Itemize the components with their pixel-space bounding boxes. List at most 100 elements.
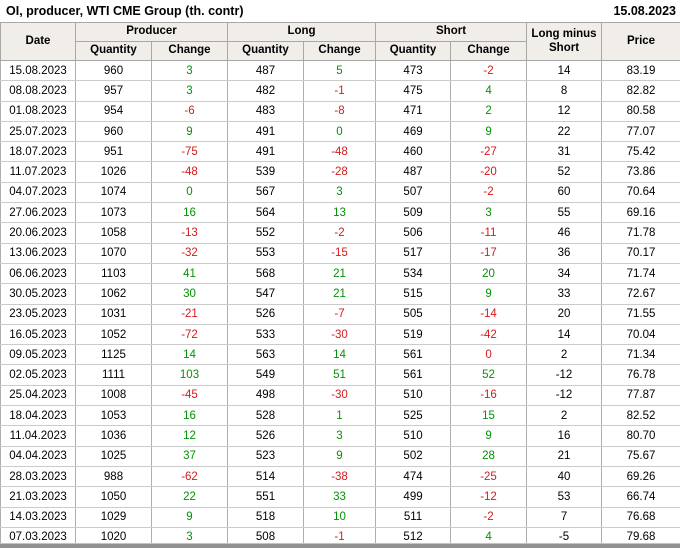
- cell-short-quantity: 506: [375, 222, 452, 244]
- cell-long-minus-short: 2: [526, 405, 603, 427]
- cell-producer-change: 9: [151, 120, 228, 143]
- cell-short-change: 3: [450, 202, 528, 224]
- cell-price: 70.04: [601, 323, 680, 346]
- header-long-minus-short: Long minus Short: [526, 22, 603, 61]
- cell-producer-quantity: 1053: [75, 405, 152, 427]
- table-row: 18.07.2023 951 -75 491 -48 460 -27 31 75.42: [0, 141, 680, 163]
- cell-long-quantity: 564: [227, 202, 304, 224]
- cell-short-change: -42: [450, 323, 528, 346]
- cell-producer-change: -6: [151, 100, 228, 122]
- cell-date: 20.06.2023: [0, 222, 76, 244]
- cell-producer-quantity: 1103: [75, 262, 152, 285]
- table-row: 23.05.2023 1031 -21 526 -7 505 -14 20 71.55: [0, 303, 680, 325]
- cell-price: 71.74: [601, 262, 680, 285]
- cell-date: 01.08.2023: [0, 100, 76, 122]
- table-row: 06.06.2023 1103 41 568 21 534 20 34 71.74: [0, 262, 680, 285]
- cell-long-minus-short: -12: [526, 364, 603, 386]
- header-date: Date: [0, 22, 76, 61]
- cell-long-minus-short: 36: [526, 242, 603, 264]
- table-row: 27.06.2023 1073 16 564 13 509 3 55 69.16: [0, 202, 680, 224]
- header-short-quantity: Quantity: [375, 41, 452, 61]
- cell-producer-change: -45: [151, 384, 228, 407]
- cell-producer-quantity: 1074: [75, 181, 152, 204]
- cell-long-quantity: 547: [227, 283, 304, 305]
- cell-short-quantity: 469: [375, 120, 452, 143]
- header-short-change: Change: [450, 41, 528, 61]
- cell-producer-change: 16: [151, 405, 228, 427]
- cell-short-quantity: 475: [375, 80, 452, 102]
- cell-long-quantity: 533: [227, 323, 304, 346]
- cell-short-change: 2: [450, 100, 528, 122]
- cell-short-change: -27: [450, 141, 528, 163]
- cell-long-quantity: 526: [227, 425, 304, 447]
- cell-long-minus-short: 12: [526, 100, 603, 122]
- cell-short-quantity: 511: [375, 506, 452, 528]
- cell-long-change: -28: [302, 161, 377, 183]
- cell-short-quantity: 473: [375, 59, 452, 82]
- cell-producer-quantity: 1008: [75, 384, 152, 407]
- cell-producer-quantity: 951: [75, 141, 152, 163]
- cell-long-change: 1: [302, 405, 377, 427]
- cell-date: 18.04.2023: [0, 405, 76, 427]
- cell-short-change: 9: [450, 283, 528, 305]
- cell-long-change: 21: [302, 262, 377, 285]
- cell-short-quantity: 517: [375, 242, 452, 264]
- cell-price: 76.68: [601, 506, 680, 528]
- cell-long-minus-short: 52: [526, 161, 603, 183]
- cell-price: 69.16: [601, 202, 680, 224]
- cell-producer-change: -72: [151, 323, 228, 346]
- cell-short-change: -12: [450, 486, 528, 508]
- cell-short-quantity: 499: [375, 486, 452, 508]
- cell-short-change: -11: [450, 222, 528, 244]
- cell-date: 25.07.2023: [0, 120, 76, 143]
- cell-long-minus-short: 60: [526, 181, 603, 204]
- table-row: 11.04.2023 1036 12 526 3 510 9 16 80.70: [0, 425, 680, 447]
- cell-long-minus-short: 20: [526, 303, 603, 325]
- cell-long-quantity: 567: [227, 181, 304, 204]
- cell-long-change: 13: [302, 202, 377, 224]
- cell-short-quantity: 471: [375, 100, 452, 122]
- cell-producer-quantity: 1062: [75, 283, 152, 305]
- cell-long-quantity: 539: [227, 161, 304, 183]
- cell-date: 09.05.2023: [0, 344, 76, 366]
- cell-price: 71.55: [601, 303, 680, 325]
- cell-long-change: -7: [302, 303, 377, 325]
- cell-long-change: 0: [302, 120, 377, 143]
- table-header: Date Producer Long Short Long minus Shor…: [0, 22, 680, 61]
- cell-producer-change: -21: [151, 303, 228, 325]
- header-long: Long: [226, 22, 377, 42]
- cell-producer-quantity: 1026: [75, 161, 152, 183]
- cell-date: 27.06.2023: [0, 202, 76, 224]
- cell-date: 30.05.2023: [0, 283, 76, 305]
- cell-producer-change: 14: [151, 344, 228, 366]
- cell-long-change: 3: [302, 425, 377, 447]
- table-row: 13.06.2023 1070 -32 553 -15 517 -17 36 70.17: [0, 242, 680, 264]
- cell-long-quantity: 487: [227, 59, 304, 82]
- cell-short-change: 28: [450, 445, 528, 467]
- cell-long-change: 51: [302, 364, 377, 386]
- cell-long-quantity: 514: [227, 465, 304, 488]
- cell-producer-quantity: 1125: [75, 344, 152, 366]
- table-body: 15.08.2023 960 3 487 5 473 -2 14 83.19 08.08.2023…: [0, 59, 680, 548]
- cell-short-quantity: 507: [375, 181, 452, 204]
- cell-producer-quantity: 1073: [75, 202, 152, 224]
- cell-date: 04.04.2023: [0, 445, 76, 467]
- cell-producer-change: 12: [151, 425, 228, 447]
- oi-table: Date Producer Long Short Long minus Shor…: [0, 22, 680, 548]
- cell-short-change: -17: [450, 242, 528, 264]
- table-row: 28.03.2023 988 -62 514 -38 474 -25 40 69.26: [0, 465, 680, 488]
- header-price: Price: [601, 22, 680, 61]
- cell-long-change: -48: [302, 141, 377, 163]
- table-row: 11.07.2023 1026 -48 539 -28 487 -20 52 73.86: [0, 161, 680, 183]
- cell-price: 76.78: [601, 364, 680, 386]
- cell-long-change: -1: [302, 80, 377, 102]
- cell-producer-change: -48: [151, 161, 228, 183]
- cell-short-quantity: 510: [375, 425, 452, 447]
- cell-long-change: 21: [302, 283, 377, 305]
- cell-date: 13.06.2023: [0, 242, 76, 264]
- page-title: OI, producer, WTI CME Group (th. contr): [6, 4, 244, 18]
- cell-price: 71.78: [601, 222, 680, 244]
- cell-date: 06.06.2023: [0, 262, 76, 285]
- cell-short-change: -25: [450, 465, 528, 488]
